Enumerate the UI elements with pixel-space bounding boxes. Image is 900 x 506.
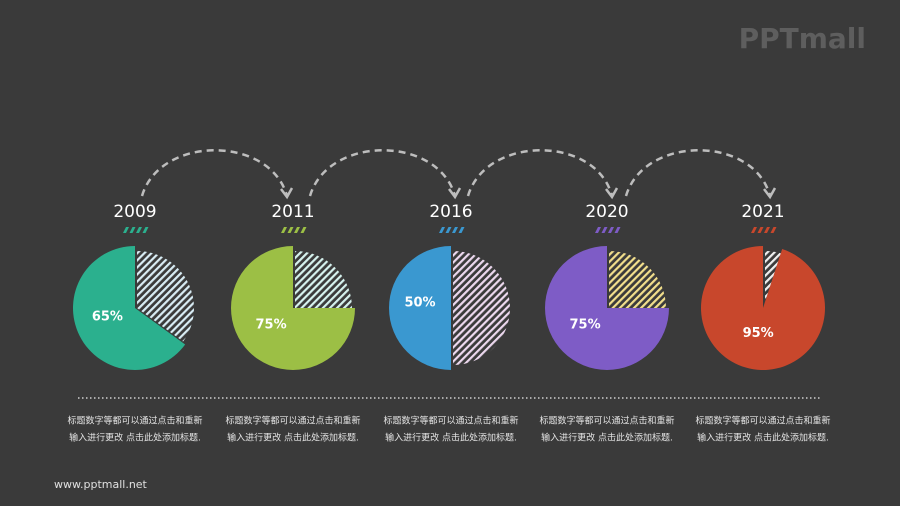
year-tag — [452, 227, 458, 233]
pie-slice — [231, 246, 355, 370]
year-tag — [294, 227, 300, 233]
caption: 输入进行更改 点击此处添加标题. — [697, 432, 829, 444]
year-tag — [601, 227, 608, 233]
pie-remainder — [295, 251, 352, 308]
arc-arrow — [308, 149, 457, 197]
arc-arrow — [466, 149, 614, 197]
caption: 输入进行更改 点击此处添加标题. — [227, 432, 359, 444]
pie-slice — [389, 246, 451, 370]
year-tag — [123, 227, 129, 233]
year-tag — [614, 227, 621, 233]
year-tag — [136, 227, 142, 233]
arrow-head — [448, 187, 462, 200]
value-label: 75% — [256, 317, 287, 332]
year-tag — [445, 227, 452, 233]
arrow-head — [763, 187, 777, 200]
year-tag — [770, 227, 777, 233]
year-label: 2011 — [271, 202, 314, 222]
value-label: 95% — [743, 326, 774, 341]
caption: 输入进行更改 点击此处添加标题. — [69, 432, 201, 444]
year-tag — [287, 227, 294, 233]
year-tag — [458, 227, 465, 233]
caption: 标题数字等都可以通过点击和重新 — [695, 415, 830, 427]
caption: 标题数字等都可以通过点击和重新 — [67, 415, 202, 427]
arrow-head — [280, 187, 294, 200]
year-tag — [764, 227, 770, 233]
pie-remainder — [137, 251, 194, 342]
arc-arrow — [624, 149, 772, 197]
pie-slice — [545, 246, 669, 370]
year-label: 2020 — [585, 202, 628, 222]
year-tag — [595, 227, 601, 233]
caption: 输入进行更改 点击此处添加标题. — [385, 432, 517, 444]
pie-remainder — [453, 251, 510, 365]
value-label: 65% — [92, 310, 123, 325]
value-label: 50% — [404, 296, 435, 311]
caption: 标题数字等都可以通过点击和重新 — [225, 415, 360, 427]
year-tag — [281, 227, 287, 233]
arrow-heads — [280, 187, 777, 200]
pie-remainder — [609, 251, 666, 308]
year-tag — [129, 227, 136, 233]
pie-slice — [700, 246, 825, 370]
connectors — [140, 149, 772, 197]
caption: 标题数字等都可以通过点击和重新 — [383, 415, 518, 427]
year-tag — [751, 227, 757, 233]
year-label: 2016 — [429, 202, 472, 222]
pie-slice — [73, 246, 186, 370]
caption: 输入进行更改 点击此处添加标题. — [541, 432, 673, 444]
year-tag — [757, 227, 764, 233]
year-tag — [439, 227, 445, 233]
arc-arrow — [140, 149, 289, 197]
value-label: 75% — [570, 317, 601, 332]
caption: 标题数字等都可以通过点击和重新 — [539, 415, 674, 427]
year-label: 2009 — [113, 202, 156, 222]
arrow-head — [605, 187, 619, 200]
year-tag — [300, 227, 307, 233]
footer-url: www.pptmall.net — [54, 478, 148, 491]
year-label: 2021 — [741, 202, 784, 222]
year-tag — [608, 227, 614, 233]
year-tag — [142, 227, 149, 233]
logo: PPTmall — [739, 22, 866, 55]
